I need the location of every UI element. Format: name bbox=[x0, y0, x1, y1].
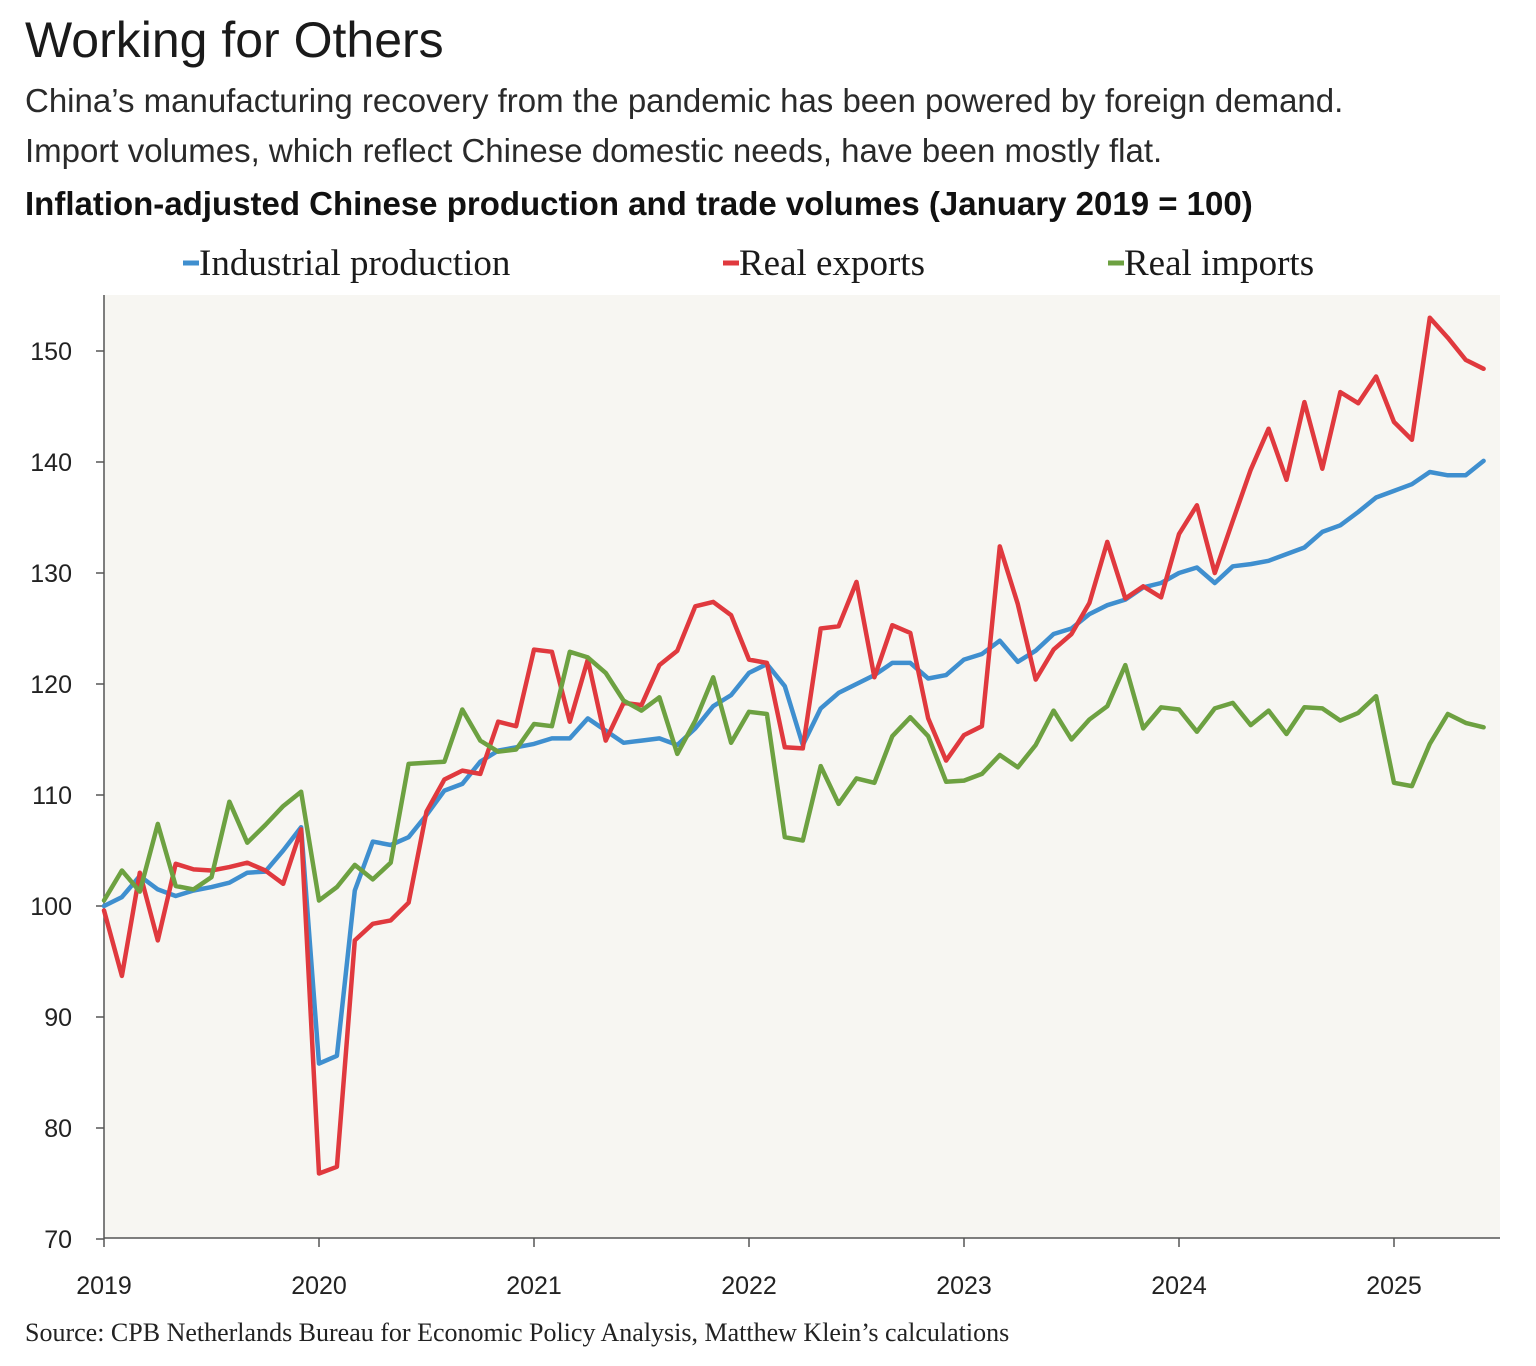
x-tick-label: 2022 bbox=[721, 1272, 777, 1300]
legend-label: Industrial production bbox=[199, 243, 510, 284]
subtitle-line-2: Import volumes, which reflect Chinese do… bbox=[25, 132, 1163, 169]
subtitle-line-1: China’s manufacturing recovery from the … bbox=[25, 82, 1344, 119]
y-tick-label: 80 bbox=[44, 1115, 72, 1143]
plot-area bbox=[104, 295, 1500, 1238]
x-tick-label: 2025 bbox=[1366, 1272, 1422, 1300]
chart-title: Inflation-adjusted Chinese production an… bbox=[25, 185, 1253, 222]
legend-label: Real imports bbox=[1124, 243, 1314, 284]
x-tick-label: 2019 bbox=[76, 1272, 132, 1300]
x-tick-label: 2021 bbox=[506, 1272, 562, 1300]
series-line-real-imports bbox=[101, 649, 1486, 903]
x-tick-label: 2024 bbox=[1151, 1272, 1207, 1300]
line-chart: Industrial production Real exports Real im… bbox=[30, 243, 1500, 1300]
y-tick-label: 130 bbox=[30, 560, 72, 588]
legend-label: Real exports bbox=[739, 243, 925, 284]
y-tick-label: 120 bbox=[30, 671, 72, 699]
series-line-real-exports bbox=[101, 315, 1486, 1176]
chart-axes: 70 80 90 100 110 120 130 140 150 2019 2020 2021 2022… bbox=[30, 295, 1500, 1300]
source-note: Source: CPB Netherlands Bureau for Econo… bbox=[25, 1318, 1010, 1347]
y-tick-label: 150 bbox=[30, 338, 72, 366]
y-tick-label: 90 bbox=[44, 1004, 72, 1032]
y-tick-label: 140 bbox=[30, 449, 72, 477]
y-tick-label: 70 bbox=[44, 1226, 72, 1254]
x-tick-label: 2023 bbox=[936, 1272, 992, 1300]
legend-item: Industrial production bbox=[183, 243, 510, 284]
legend-item: Real exports bbox=[723, 243, 925, 284]
series-line-industrial-production bbox=[101, 458, 1486, 1066]
legend-item: Real imports bbox=[1108, 243, 1314, 284]
x-tick-label: 2020 bbox=[291, 1272, 347, 1300]
page-title: Working for Others bbox=[25, 12, 444, 68]
chart-legend: Industrial production Real exports Real im… bbox=[183, 243, 1314, 284]
y-tick-label: 100 bbox=[30, 893, 72, 921]
chart-series bbox=[101, 315, 1486, 1176]
y-tick-label: 110 bbox=[32, 782, 72, 810]
chart-subtitle: China’s manufacturing recovery from the … bbox=[25, 76, 1505, 176]
